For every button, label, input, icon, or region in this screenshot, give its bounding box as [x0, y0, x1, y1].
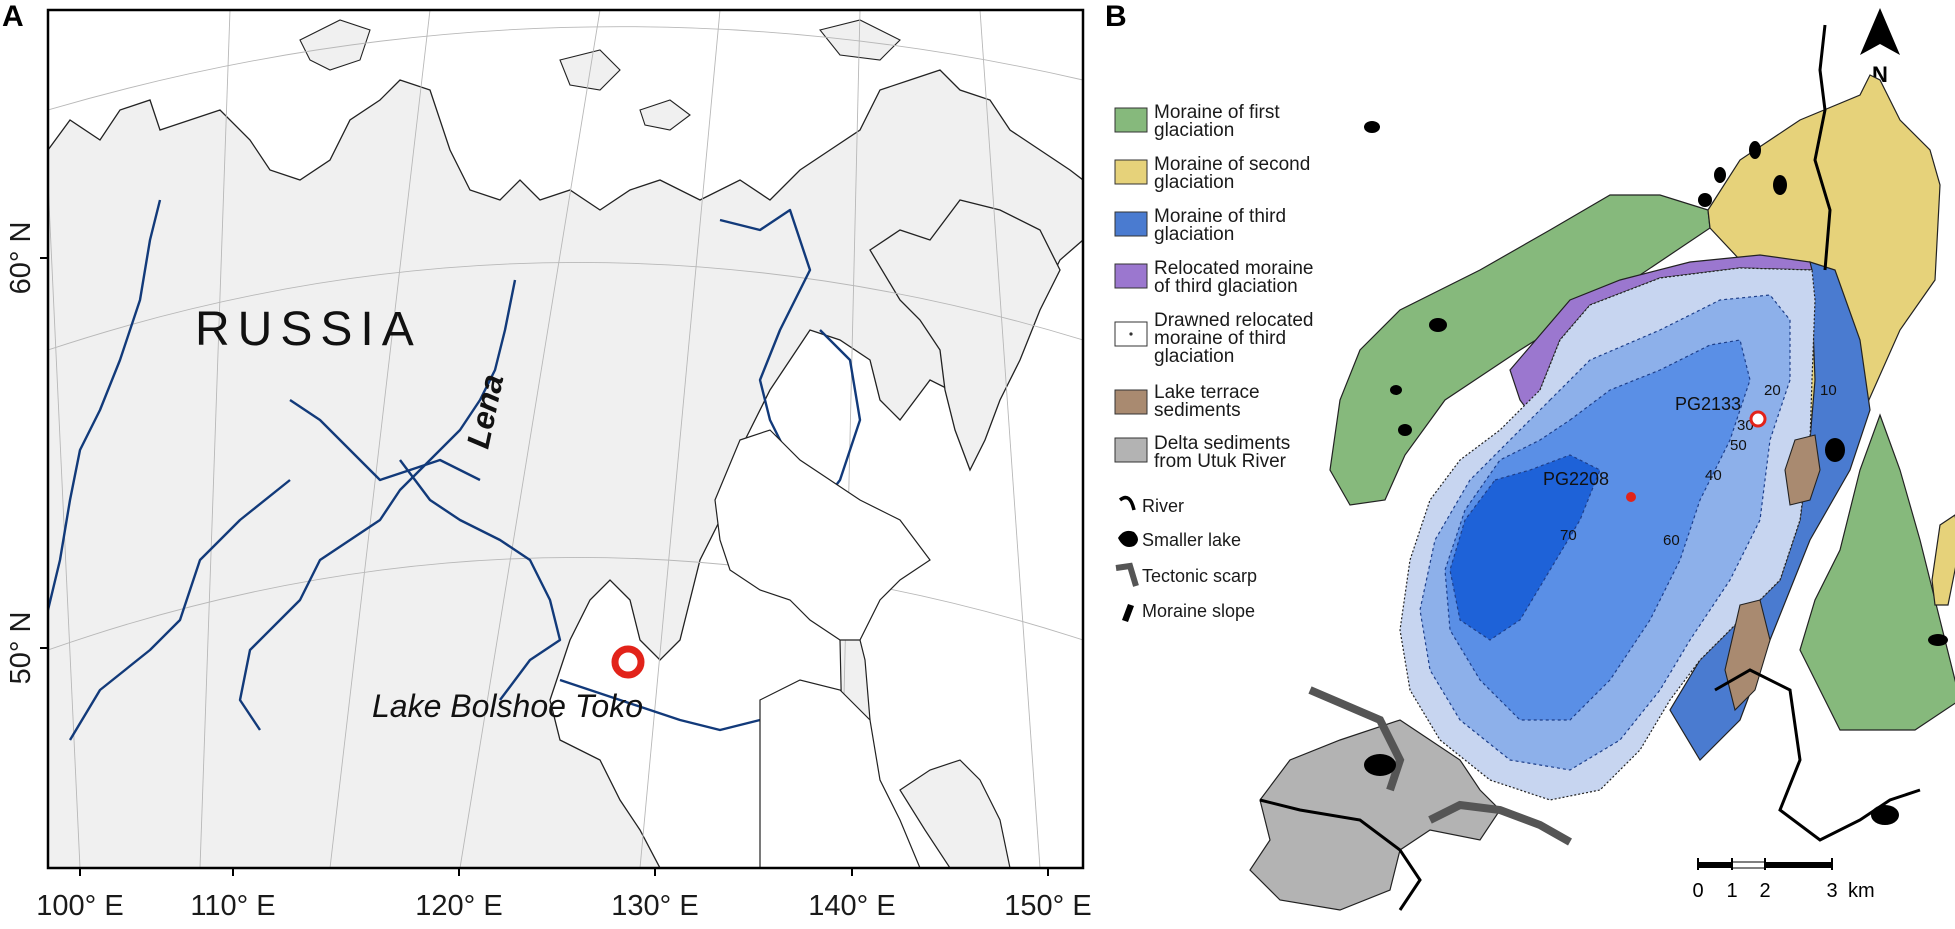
panel-b-map: B N Moraine of first glaciation Moraine …: [1105, 0, 1955, 911]
tectonic-scarp: [1428, 800, 1572, 846]
north-arrow-icon: [1860, 8, 1900, 55]
map-ticks: [40, 257, 1049, 876]
third-glaciation-moraine: [1669, 261, 1871, 761]
legend-swatch-terrace: [1114, 389, 1148, 415]
legend-label: Moraine slope: [1142, 601, 1255, 621]
panel-b-letter: B: [1105, 0, 1127, 33]
legend-label: glaciation: [1154, 346, 1234, 367]
river: [1259, 798, 1422, 911]
lat-label-50: 50° N: [5, 612, 37, 685]
lake-icon: [1118, 530, 1138, 547]
lake-terrace: [1784, 434, 1821, 506]
geology-map: 10 20 30 40 50 60 70 PG2133 PG2208: [1249, 24, 1955, 911]
legend-label: Relocated moraine: [1154, 258, 1313, 279]
legend-label: Smaller lake: [1142, 530, 1241, 550]
legend-label: Moraine of second: [1154, 154, 1310, 175]
scale-tick: 3: [1826, 880, 1837, 902]
depth-label: 30: [1737, 417, 1754, 434]
small-lakes: [1364, 121, 1948, 825]
depth-label: 40: [1705, 467, 1722, 484]
first-glaciation-moraine-east: [1799, 413, 1955, 731]
legend-label: Delta sediments: [1154, 433, 1290, 454]
legend-label: Drawned relocated: [1154, 310, 1313, 331]
depth-label: 10: [1820, 382, 1837, 399]
arctic-islands: [299, 19, 901, 131]
legend-label: of third glaciation: [1154, 276, 1298, 297]
panel-a-map: A: [2, 0, 1092, 922]
sea-of-okhotsk: [714, 429, 931, 641]
panel-a-letter: A: [2, 0, 24, 33]
kamchatka: [869, 199, 1061, 472]
lon-label-110: 110° E: [190, 890, 275, 922]
lake-label: Lake Bolshoe Toko: [372, 688, 643, 724]
country-label: RUSSIA: [195, 303, 422, 356]
scale-tick: 2: [1759, 880, 1770, 902]
lon-label-120: 120° E: [415, 890, 502, 922]
scale-tick: 1: [1726, 880, 1737, 902]
core-marker-pg2133: [1749, 410, 1767, 428]
lon-label-100: 100° E: [36, 890, 123, 922]
core-label: PG2208: [1543, 469, 1609, 489]
scale-bar: [1697, 858, 1833, 870]
legend-label: River: [1142, 496, 1184, 516]
legend-label: Lake terrace: [1154, 382, 1260, 403]
core-marker-pg2208: [1626, 492, 1636, 502]
lake-deepest: [1449, 454, 1601, 641]
lon-label-130: 130° E: [611, 890, 698, 922]
legend-label: Moraine of first: [1154, 102, 1280, 123]
legend-swatch-first: [1114, 107, 1148, 133]
tectonic-scarp: [1308, 686, 1405, 792]
lake-terrace: [1724, 599, 1771, 712]
depth-label: 60: [1663, 532, 1680, 549]
legend-swatch-relocated: [1114, 263, 1148, 289]
scarp-icon: [1115, 562, 1139, 587]
legend-label: glaciation: [1154, 172, 1234, 193]
legend-label: Tectonic scarp: [1142, 566, 1257, 586]
landmass: [48, 69, 1083, 868]
river: [1813, 24, 1832, 271]
second-glaciation-moraine-small: [1931, 514, 1955, 606]
core-label: PG2133: [1675, 394, 1741, 414]
legend-label: moraine of third: [1154, 328, 1286, 349]
scale-unit: km: [1848, 880, 1875, 902]
slope-icon: [1122, 604, 1134, 622]
legend-label: from Utuk River: [1154, 451, 1287, 472]
legend-swatch-delta: [1114, 437, 1148, 463]
lon-label-140: 140° E: [808, 890, 895, 922]
legend-label: glaciation: [1154, 224, 1234, 245]
sea-of-japan: [759, 679, 921, 868]
depth-label: 70: [1560, 527, 1577, 544]
depth-label: 20: [1764, 382, 1781, 399]
river-icon: [1118, 495, 1136, 511]
japan: [899, 759, 1011, 868]
lat-label-60: 60° N: [5, 222, 37, 295]
scale-tick: 0: [1692, 880, 1703, 902]
legend-label: glaciation: [1154, 120, 1234, 141]
legend: Moraine of first glaciation Moraine of s…: [1114, 102, 1313, 622]
legend-swatch-third: [1114, 211, 1148, 237]
legend-swatch-second: [1114, 159, 1148, 185]
lon-label-150: 150° E: [1004, 890, 1091, 922]
legend-label: Moraine of third: [1154, 206, 1286, 227]
rivers: [48, 199, 862, 741]
lake-deep: [1444, 339, 1751, 721]
delta-sediments: [1249, 719, 1501, 911]
depth-label: 50: [1730, 437, 1747, 454]
lake-marker: [611, 645, 645, 679]
legend-label: sediments: [1154, 400, 1241, 421]
